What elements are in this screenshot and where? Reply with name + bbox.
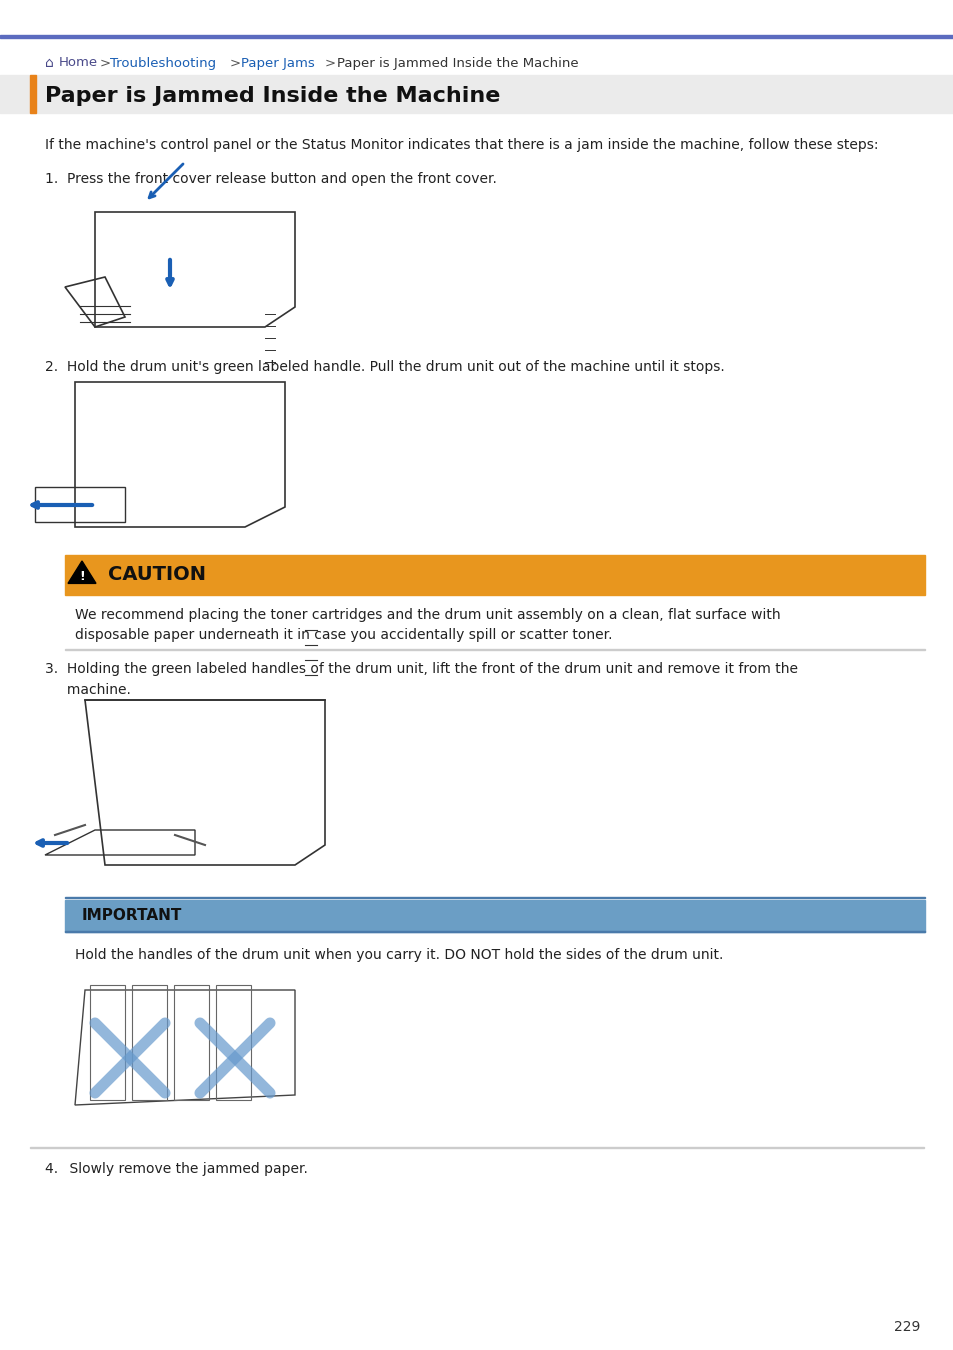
Text: >: > (325, 57, 335, 69)
Text: !: ! (79, 571, 85, 583)
Text: Paper is Jammed Inside the Machine: Paper is Jammed Inside the Machine (336, 57, 578, 69)
Text: 3.  Holding the green labeled handles of the drum unit, lift the front of the dr: 3. Holding the green labeled handles of … (45, 662, 797, 697)
Bar (65, 555, 924, 595)
Bar (30, 76, 36, 113)
Bar (215, 986, 251, 1100)
Text: >: > (100, 57, 111, 69)
Text: 2.  Hold the drum unit's green labeled handle. Pull the drum unit out of the mac: 2. Hold the drum unit's green labeled ha… (45, 360, 724, 374)
Text: If the machine's control panel or the Status Monitor indicates that there is a j: If the machine's control panel or the St… (45, 138, 878, 153)
Bar (65, 648, 924, 649)
Bar (65, 930, 924, 932)
Text: 229: 229 (893, 1320, 919, 1334)
Text: Hold the handles of the drum unit when you carry it. DO NOT hold the sides of th: Hold the handles of the drum unit when y… (75, 948, 722, 963)
Bar (173, 986, 209, 1100)
Text: Troubleshooting: Troubleshooting (110, 57, 216, 69)
Bar (132, 986, 167, 1100)
Text: ⌂: ⌂ (45, 55, 53, 70)
Bar (65, 896, 924, 898)
Bar (0, 76, 953, 113)
Text: 1.  Press the front cover release button and open the front cover.: 1. Press the front cover release button … (45, 171, 497, 186)
Bar (90, 986, 125, 1100)
Text: >: > (230, 57, 241, 69)
Text: CAUTION: CAUTION (108, 566, 206, 585)
Text: Home: Home (59, 57, 98, 69)
Text: We recommend placing the toner cartridges and the drum unit assembly on a clean,: We recommend placing the toner cartridge… (75, 608, 780, 641)
Text: IMPORTANT: IMPORTANT (82, 909, 182, 923)
Bar (0, 35, 953, 38)
Text: Paper Jams: Paper Jams (241, 57, 314, 69)
Bar (30, 1146, 923, 1147)
Bar (65, 900, 924, 931)
Polygon shape (68, 562, 96, 583)
Text: Paper is Jammed Inside the Machine: Paper is Jammed Inside the Machine (45, 86, 500, 107)
Text: 4.  Slowly remove the jammed paper.: 4. Slowly remove the jammed paper. (45, 1162, 308, 1176)
